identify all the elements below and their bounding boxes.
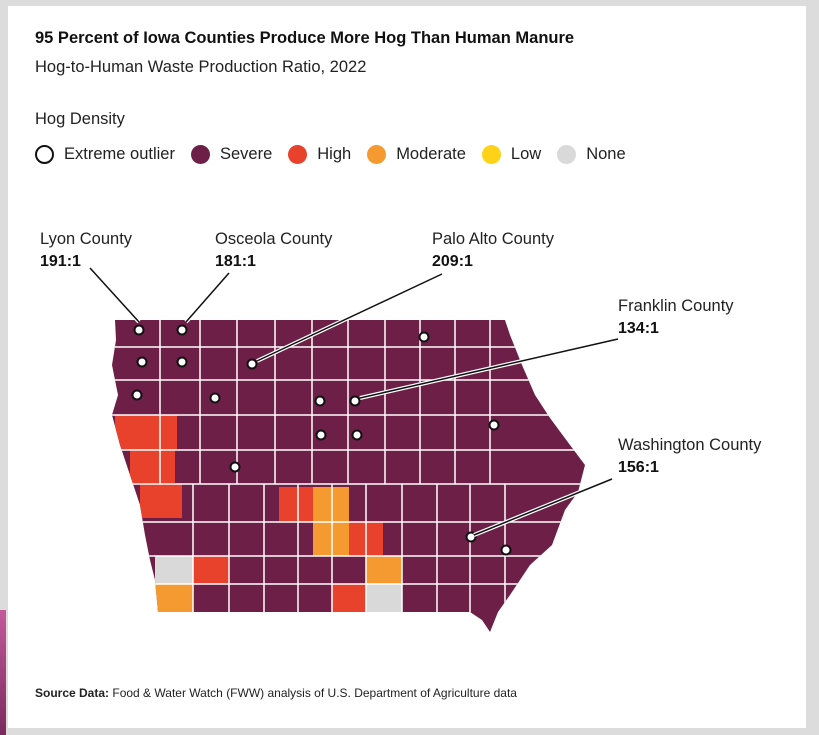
legend-item-extreme-outlier: Extreme outlier xyxy=(35,145,175,164)
county-high xyxy=(130,450,175,483)
chart-subtitle: Hog-to-Human Waste Production Ratio, 202… xyxy=(35,58,367,76)
extreme-outlier-marker xyxy=(229,461,241,473)
callout-name: Osceola County xyxy=(215,230,333,248)
leader-line xyxy=(473,478,613,536)
callout-leader-lines xyxy=(88,266,619,537)
extreme-outlier-marker xyxy=(418,331,430,343)
legend-item-high: High xyxy=(288,145,351,164)
callout-osceola-county: Osceola County 181:1 xyxy=(215,230,333,270)
legend-item-severe: Severe xyxy=(190,145,273,164)
extreme-outlier-marker xyxy=(349,395,361,407)
county-moderate xyxy=(313,522,349,556)
legend-label: Extreme outlier xyxy=(64,145,175,163)
legend-label: Moderate xyxy=(396,145,466,163)
extreme-outlier-marker xyxy=(131,389,143,401)
callout-name: Palo Alto County xyxy=(432,230,555,248)
county-moderate xyxy=(155,584,193,612)
callout-ratio: 209:1 xyxy=(432,253,473,270)
legend-title: Hog Density xyxy=(35,110,125,128)
legend-item-none: None xyxy=(557,145,626,164)
legend-swatch-none xyxy=(557,145,577,164)
extreme-outlier-marker xyxy=(209,392,221,404)
source-note: Source Data: Food & Water Watch (FWW) an… xyxy=(35,686,517,700)
leader-line xyxy=(185,272,230,323)
legend-label: Low xyxy=(510,145,542,163)
county-overlays xyxy=(115,415,402,612)
callout-palo-alto-county: Palo Alto County 209:1 xyxy=(432,230,555,270)
legend-item-low: Low xyxy=(481,145,542,164)
legend-swatch-extreme-outlier xyxy=(35,145,54,164)
callout-lyon-county: Lyon County 191:1 xyxy=(40,230,133,270)
extreme-outlier-marker xyxy=(500,544,512,556)
legend-label: None xyxy=(586,145,626,163)
extreme-outlier-marker xyxy=(315,429,327,441)
extreme-outlier-marker xyxy=(246,358,258,370)
chart-title: 95 Percent of Iowa Counties Produce More… xyxy=(35,29,575,47)
callout-washington-county: Washington County 156:1 xyxy=(618,436,762,476)
leader-line xyxy=(89,267,140,323)
extreme-outlier-marker xyxy=(176,324,188,336)
extreme-outlier-marker xyxy=(488,419,500,431)
legend-label: High xyxy=(317,145,352,163)
iowa-state-shape xyxy=(112,320,585,632)
county-high xyxy=(279,487,313,522)
extreme-outlier-marker xyxy=(314,395,326,407)
extreme-outlier-marker xyxy=(465,531,477,543)
callout-ratio: 191:1 xyxy=(40,253,81,270)
callout-franklin-county: Franklin County 134:1 xyxy=(618,297,734,337)
callout-ratio: 134:1 xyxy=(618,320,659,337)
source-label: Source Data: xyxy=(35,686,110,700)
extreme-outlier-marker xyxy=(136,356,148,368)
edge-accent xyxy=(0,610,6,735)
callout-name: Lyon County xyxy=(40,230,133,248)
county-none xyxy=(155,556,193,584)
callout-name: Franklin County xyxy=(618,297,734,315)
callout-ratio: 156:1 xyxy=(618,459,659,476)
legend-swatch-moderate xyxy=(367,145,387,164)
extreme-outlier-marker xyxy=(351,429,363,441)
county-high xyxy=(332,584,366,612)
callout-ratio: 181:1 xyxy=(215,253,256,270)
county-high xyxy=(193,556,229,584)
county-high xyxy=(140,484,182,518)
legend: Extreme outlier Severe High Moderate Low… xyxy=(35,145,642,164)
leader-line xyxy=(256,273,443,362)
leader-line xyxy=(359,338,619,399)
county-moderate xyxy=(313,487,349,522)
county-moderate xyxy=(366,556,402,584)
callout-name: Washington County xyxy=(618,436,762,454)
legend-label: Severe xyxy=(219,145,273,163)
legend-swatch-high xyxy=(288,145,308,164)
extreme-outlier-marker xyxy=(133,324,145,336)
legend-swatch-low xyxy=(481,145,501,164)
legend-item-moderate: Moderate xyxy=(367,145,466,164)
extreme-outlier-markers xyxy=(131,324,512,556)
legend-swatch-severe xyxy=(190,145,210,164)
county-high xyxy=(115,415,177,450)
extreme-outlier-marker xyxy=(176,356,188,368)
source-text: Food & Water Watch (FWW) analysis of U.S… xyxy=(112,686,517,700)
county-none xyxy=(366,584,402,612)
